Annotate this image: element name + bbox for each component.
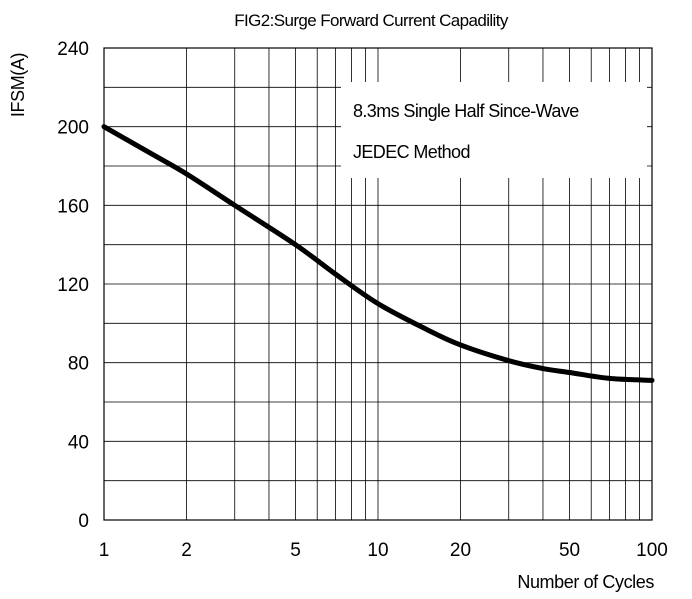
y-tick-label: 40	[68, 432, 89, 453]
x-tick-label: 100	[636, 540, 668, 561]
y-tick-label: 160	[57, 196, 89, 217]
x-tick-label: 10	[367, 540, 388, 561]
annotation-line-1: 8.3ms Single Half Since-Wave	[353, 101, 579, 121]
x-tick-label: 20	[450, 540, 471, 561]
x-axis-label: Number of Cycles	[517, 572, 654, 592]
y-tick-labels: 0 40 80 120 160 200 240	[57, 39, 89, 532]
chart-title: FIG2:Surge Forward Current Capadility	[234, 11, 509, 30]
x-tick-label: 5	[290, 540, 301, 561]
annotation-box: 8.3ms Single Half Since-Wave JEDEC Metho…	[341, 82, 647, 178]
y-tick-label: 200	[57, 118, 89, 139]
x-tick-label: 1	[99, 540, 110, 561]
y-tick-label: 120	[57, 275, 89, 296]
y-tick-label: 240	[57, 39, 89, 60]
x-tick-labels: 1 2 5 10 20 50 100	[99, 540, 668, 561]
annotation-line-2: JEDEC Method	[353, 142, 470, 162]
series-layer	[101, 124, 655, 383]
y-tick-label: 0	[78, 511, 89, 532]
x-tick-label: 50	[559, 540, 580, 561]
y-tick-label: 80	[68, 354, 89, 375]
x-tick-label: 2	[181, 540, 192, 561]
y-axis-label: IFSM(A)	[8, 53, 28, 117]
series-line-1	[101, 124, 655, 383]
plot-frame	[103, 47, 653, 521]
